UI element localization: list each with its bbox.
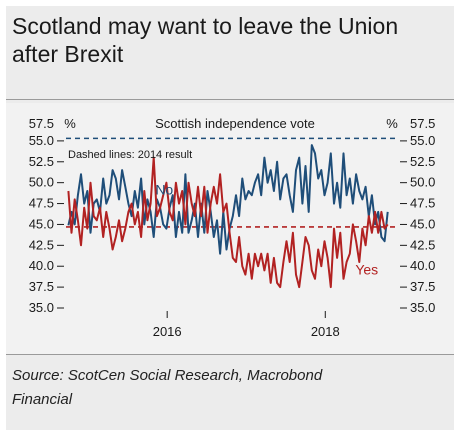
series-line-no — [67, 144, 389, 255]
left-axis-unit: % — [64, 116, 76, 131]
y-tick-label-left: 50.0 — [29, 175, 54, 190]
y-tick-label-right: 57.5 — [410, 116, 435, 131]
series-lines — [67, 144, 389, 289]
x-tick-label: 2016 — [153, 324, 182, 339]
series-line-yes — [67, 156, 389, 289]
line-chart: 35.0 37.5 40.0 42.5 45.0 47.5 50.0 52.5 55.0 57.5… — [29, 116, 436, 339]
series-labels: No Yes — [155, 181, 378, 277]
title-divider — [6, 99, 454, 100]
x-axis: 2016 2018 — [153, 311, 340, 339]
chart-area: 35.0 37.5 40.0 42.5 45.0 47.5 50.0 52.5 55.0 57.5… — [6, 103, 454, 354]
y-tick-label-right: 40.0 — [410, 258, 435, 273]
y-tick-label-right: 37.5 — [410, 279, 435, 294]
source-divider — [6, 354, 454, 355]
x-tick-label: 2018 — [311, 324, 340, 339]
y-tick-label-left: 57.5 — [29, 116, 54, 131]
y-tick-label-right: 55.0 — [410, 133, 435, 148]
y-tick-label-right: 47.5 — [410, 196, 435, 211]
source-line-2: Financial — [12, 391, 73, 408]
y-tick-label-left: 47.5 — [29, 196, 54, 211]
y-tick-label-right: 52.5 — [410, 154, 435, 169]
title-line-1: Scotland may want to leave the Union — [12, 13, 399, 39]
y-tick-label-right: 42.5 — [410, 237, 435, 252]
y-tick-label-left: 40.0 — [29, 258, 54, 273]
right-axis-unit: % — [386, 116, 398, 131]
y-tick-label-left: 52.5 — [29, 154, 54, 169]
chart-title: Scottish independence vote — [155, 116, 315, 131]
y-tick-label-left: 35.0 — [29, 300, 54, 315]
title-line-2: after Brexit — [12, 41, 124, 67]
source-line-1: Source: ScotCen Social Research, Macrobo… — [12, 367, 323, 384]
y-tick-label-right: 50.0 — [410, 175, 435, 190]
source-note: Source: ScotCen Social Research, Macrobo… — [12, 364, 444, 412]
left-y-axis: 35.0 37.5 40.0 42.5 45.0 47.5 50.0 52.5 55.0 57.5 — [29, 116, 64, 315]
y-tick-label-left: 55.0 — [29, 133, 54, 148]
right-y-axis: 35.0 37.5 40.0 42.5 45.0 47.5 50.0 52.5 55.0 57.5 — [400, 116, 435, 315]
y-tick-label-left: 45.0 — [29, 216, 54, 231]
series-label-no: No — [155, 181, 173, 197]
dashed-lines-note: Dashed lines: 2014 result — [68, 149, 192, 161]
y-tick-label-left: 37.5 — [29, 279, 54, 294]
reference-lines — [66, 137, 398, 228]
y-tick-label-right: 35.0 — [410, 300, 435, 315]
series-label-yes: Yes — [355, 262, 378, 278]
y-tick-label-left: 42.5 — [29, 237, 54, 252]
page-title: Scotland may want to leave the Union aft… — [12, 12, 442, 68]
y-tick-label-right: 45.0 — [410, 216, 435, 231]
